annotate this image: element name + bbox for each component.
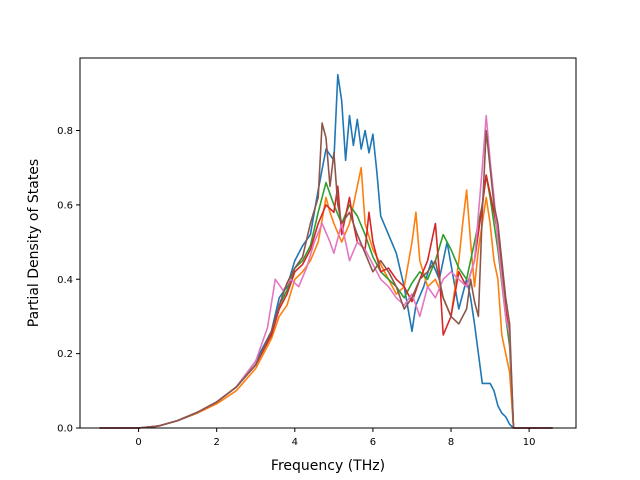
y-axis-label: Partial Density of States [26,159,42,327]
x-tick-label: 4 [292,437,298,448]
y-tick-label: 0.8 [57,126,73,137]
x-tick-label: 2 [214,437,220,448]
y-tick-label: 0.4 [57,275,73,286]
x-tick-label: 8 [448,437,454,448]
y-tick-label: 0.6 [57,200,73,211]
y-tick-label: 0.0 [57,424,73,435]
y-tick-label: 0.2 [57,349,73,360]
y-axis-ticks: 0.0 0.2 0.4 0.6 0.8 [57,126,80,435]
x-tick-label: 0 [135,437,141,448]
x-tick-label: 6 [370,437,376,448]
x-axis-label: Frequency (THz) [271,458,385,474]
series-line-1 [99,73,553,429]
x-tick-label: 10 [523,437,536,448]
series-line-5 [99,114,553,429]
series-layer [99,73,553,429]
plot-frame [79,57,577,429]
series-line-6 [99,122,553,429]
x-axis-ticks: 0 2 4 6 8 10 [135,428,536,448]
